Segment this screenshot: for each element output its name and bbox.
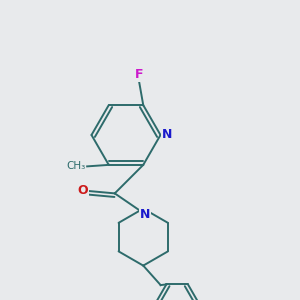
- Text: F: F: [134, 68, 143, 81]
- Text: N: N: [140, 208, 150, 221]
- Text: CH₃: CH₃: [66, 161, 85, 171]
- Text: N: N: [162, 128, 172, 142]
- Text: O: O: [78, 184, 88, 197]
